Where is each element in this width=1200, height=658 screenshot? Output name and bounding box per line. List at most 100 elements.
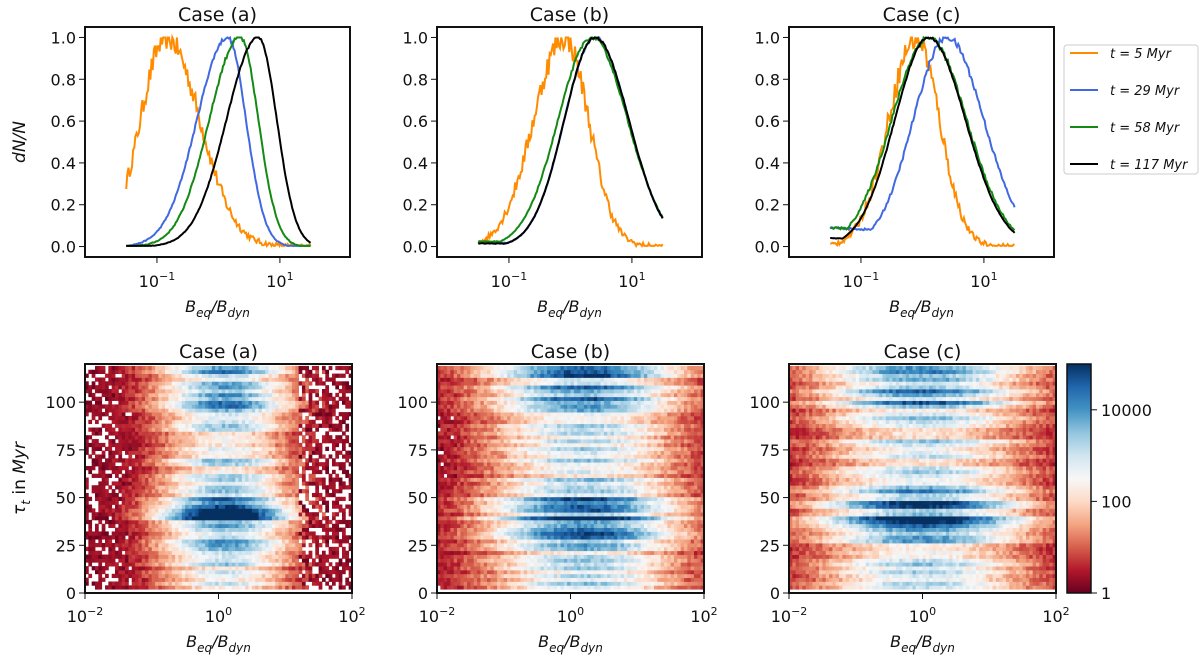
heatmap-cell (281, 496, 286, 502)
heatmap-cell (205, 369, 209, 375)
heatmap-cell (325, 462, 330, 467)
heatmap-cell (101, 423, 106, 428)
heatmap-cell (128, 462, 133, 467)
heatmap-cell (325, 412, 330, 417)
heatmap-cell (105, 392, 109, 398)
heatmap-cell (318, 442, 323, 448)
heatmap-cell (151, 562, 156, 567)
heatmap-cell (118, 523, 123, 528)
heatmap-cell (587, 577, 591, 582)
heatmap-cell (311, 523, 316, 528)
heatmap-cell (121, 381, 126, 386)
heatmap-cell (301, 554, 306, 559)
heatmap-cell (325, 373, 330, 378)
heatmap-cell (168, 504, 173, 509)
heatmap-cell (218, 439, 223, 444)
heatmap-cell (285, 365, 289, 371)
heatmap-cell (125, 558, 129, 563)
heatmap-cell (590, 581, 595, 586)
heatmap-cell (295, 550, 299, 555)
heatmap-cell (198, 550, 203, 555)
heatmap-cell (85, 385, 89, 390)
heatmap-cell (315, 519, 320, 525)
heatmap-cell (175, 369, 179, 375)
heatmap-cell (198, 585, 203, 590)
heatmap-cell (255, 492, 259, 498)
heatmap-cell (211, 408, 216, 413)
heatmap-cell (315, 477, 320, 482)
heatmap-cell (141, 489, 146, 494)
heatmap-cell (198, 423, 203, 428)
heatmap-cell (125, 550, 129, 555)
heatmap-cell (108, 373, 113, 378)
heatmap-cell (440, 566, 445, 571)
heatmap-cell (85, 516, 89, 521)
heatmap-cell (121, 485, 126, 490)
heatmap-cell (677, 550, 682, 555)
heatmap-cell (308, 381, 313, 386)
heatmap-cell (95, 389, 99, 394)
heatmap-cell (208, 450, 213, 455)
heatmap-cell (301, 466, 306, 471)
heatmap-cell (328, 573, 333, 579)
heatmap-cell (325, 504, 330, 509)
heatmap-cell (165, 435, 169, 440)
heatmap-cell (348, 535, 353, 540)
heatmap-cell (231, 504, 236, 509)
heatmap-cell (175, 389, 179, 394)
heatmap-cell (288, 392, 293, 398)
heatmap-cell (145, 377, 149, 382)
heatmap-cell (318, 496, 323, 502)
heatmap-cell (463, 562, 468, 567)
heatmap-cell (305, 442, 310, 448)
heatmap-cell (191, 550, 196, 555)
heatmap-cell (440, 562, 445, 567)
heatmap-cell (251, 373, 256, 378)
heatmap-cell (211, 496, 216, 502)
heatmap-cell (345, 485, 350, 490)
heatmap-cell (278, 500, 283, 505)
heatmap-cell (318, 462, 323, 467)
heatmap-cell (637, 573, 641, 579)
heatmap-cell (271, 550, 276, 555)
heatmap-cell (271, 365, 276, 371)
heatmap-cell (131, 385, 136, 390)
heatmap-cell (265, 566, 269, 571)
heatmap-cell (231, 527, 236, 532)
heatmap-cell (680, 569, 685, 575)
heatmap-cell (265, 389, 269, 394)
heatmap-cell (567, 562, 571, 567)
heatmap-cell (241, 492, 246, 498)
heatmap-cell (603, 562, 608, 567)
heatmap-cell (587, 550, 591, 555)
heatmap-cell (115, 519, 119, 525)
heatmap-cell (231, 477, 236, 482)
heatmap-cell (205, 546, 209, 552)
heatmap-cell (145, 435, 149, 440)
heatmap-cell (490, 566, 495, 571)
heatmap-cell (305, 577, 310, 582)
heatmap-cell (248, 454, 253, 459)
heatmap-cell (278, 558, 283, 563)
heatmap-cell (667, 562, 672, 567)
heatmap-cell (178, 431, 183, 436)
heatmap-cell (560, 585, 565, 590)
heatmap-cell (148, 404, 153, 409)
heatmap-cell (201, 558, 206, 563)
heatmap-cell (85, 500, 89, 505)
heatmap-cell (497, 550, 501, 555)
heatmap-cell (148, 581, 153, 586)
heatmap-cell (168, 431, 173, 436)
heatmap-cell (547, 550, 551, 555)
heatmap-cell (108, 454, 113, 459)
heatmap-cell (151, 508, 156, 513)
heatmap-cell (348, 573, 353, 579)
heatmap-cell (251, 500, 256, 505)
heatmap-cell (577, 569, 581, 575)
heatmap-cell (238, 481, 243, 486)
heatmap-cell (251, 492, 256, 498)
heatmap-cell (570, 569, 575, 575)
heatmap-cell (111, 562, 116, 567)
y-tick-label: 1.0 (755, 28, 780, 47)
heatmap-cell (617, 585, 621, 590)
